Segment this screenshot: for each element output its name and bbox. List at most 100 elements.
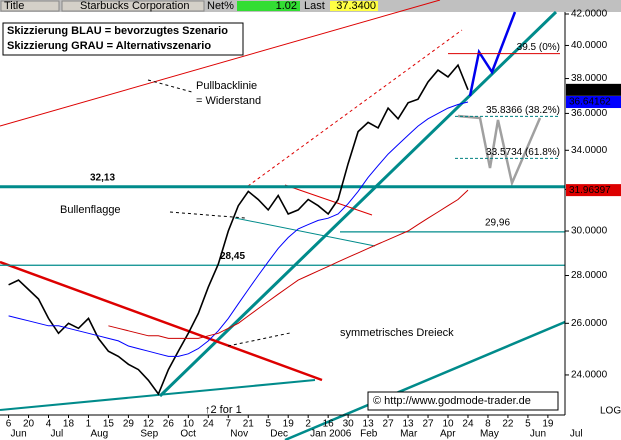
x-tick-label: 13 [363,419,375,430]
annotation: ↑2 for 1 [205,404,242,416]
x-tick-label: 19 [283,419,295,430]
x-month-label: Oct [180,429,196,440]
x-month-label: Jun [530,429,546,440]
header-net-label: Net% [207,0,234,12]
x-month-label: Jan 2006 [310,429,352,440]
x-month-label: May [480,429,499,440]
x-tick-label: 20 [23,419,35,430]
trendline [284,184,373,216]
x-tick-label: 8 [485,419,491,430]
x-tick-label: 5 [525,419,531,430]
legend-box [2,22,244,56]
header-title-label: Title [4,0,24,12]
header-last-cell [330,1,378,11]
x-tick-label: 21 [243,419,255,430]
x-month-label: Feb [360,429,378,440]
x-tick-label: 22 [502,419,514,430]
y-tick-label: 26.0000 [571,318,608,329]
y-tick-label: 38.0000 [571,73,608,84]
price-line [8,63,469,396]
copyright: © http://www.godmode-trader.de [373,395,531,407]
y-tick-label: 24.0000 [571,370,608,381]
header-name: Starbucks Corporation [80,0,189,12]
header-cell [61,0,205,12]
x-month-label: Aug [90,429,108,440]
x-tick-label: 29 [123,419,135,430]
x-tick-label: 10 [183,419,195,430]
annotation: Bullenflagge [60,204,121,216]
x-tick-label: 15 [103,419,115,430]
x-month-label: Nov [230,429,248,440]
trendline [284,320,566,440]
x-tick-label: 27 [422,419,434,430]
header-last-value: 37.3400 [336,0,376,12]
annotation: Skizzierung BLAU = bevorzugtes Szenario [7,25,228,37]
x-tick-label: 26 [163,419,175,430]
x-tick-label: 7 [226,419,232,430]
y-tick-label: 28.0000 [571,270,608,281]
x-tick-label: 10 [442,419,454,430]
x-tick-label: 16 [323,419,335,430]
pointer-line [147,79,193,93]
moving-average [108,189,469,339]
x-tick-label: 2 [305,419,311,430]
x-month-label: Sep [140,429,158,440]
last-value-box [566,184,621,197]
scenario-gray [457,114,542,188]
x-month-label: Jul [570,429,583,440]
trendline [0,0,441,127]
x-tick-label: 27 [383,419,395,430]
x-month-label: Jun [11,429,27,440]
header-cell [0,0,60,12]
last-value-label: 37.3400 [569,84,606,95]
y-tick-label: 36.0000 [571,108,608,119]
y-tick-label: 42.0000 [571,9,608,20]
scale-label: LOG [600,406,621,417]
x-tick-label: 13 [402,419,414,430]
y-tick-label: 34.0000 [571,145,608,156]
x-tick-label: 6 [6,419,12,430]
header-net-cell [237,1,300,11]
moving-average [8,101,469,357]
copyright-box [367,391,559,411]
trendline [0,260,323,382]
x-month-label: Mar [400,429,418,440]
pointer-line [169,211,246,219]
trendline [247,29,463,187]
x-tick-label: 12 [143,419,155,430]
header-net-value: 1.02 [276,0,297,12]
trendline [234,217,376,247]
y-tick-label: 40.0000 [571,40,608,51]
x-month-label: Apr [440,429,456,440]
x-tick-label: 19 [542,419,554,430]
x-tick-label: 24 [203,419,215,430]
x-tick-label: 5 [265,419,271,430]
last-value-box [566,83,621,96]
x-month-label: Dec [270,429,288,440]
support-label: 28,45 [220,251,245,262]
support-label: 32,13 [90,172,115,183]
pointer-line [227,332,291,347]
trendlines [0,0,566,440]
fib-label: 33.5734 (61.8%) [486,147,560,158]
support-label: 29,96 [485,218,510,229]
x-tick-label: 24 [462,419,474,430]
fib-label: 39.5 (0%) [517,42,560,53]
annotation: = Widerstand [196,95,261,107]
annotation: Skizzierung GRAU = Alternativszenario [7,40,211,52]
x-tick-label: 18 [63,419,75,430]
x-tick-label: 1 [86,419,92,430]
header-last-label: Last [304,0,325,12]
x-tick-label: 30 [343,419,355,430]
annotation: symmetrisches Dreieck [340,327,454,339]
annotation: Pullbacklinie [196,80,257,92]
last-value-label: 31.96397 [569,185,611,196]
fib-label: 35.8366 (38.2%) [486,105,560,116]
trendline [158,10,558,398]
x-tick-label: 4 [46,419,52,430]
last-value-label: 36.64162 [569,97,611,108]
trendline [0,379,316,411]
last-value-box [566,96,621,109]
